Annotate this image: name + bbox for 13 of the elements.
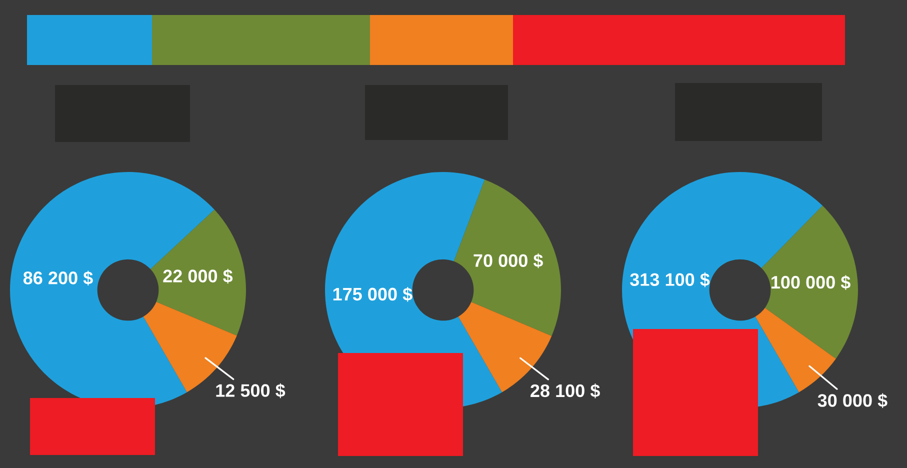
data-label: 86 200 $ xyxy=(23,270,93,286)
donut-slice xyxy=(761,206,858,359)
data-label: 12 500 $ xyxy=(216,383,286,398)
data-label: 70 000 $ xyxy=(474,253,543,268)
data-label: 313 100 $ xyxy=(630,272,710,288)
data-label: 22 000 $ xyxy=(163,268,233,284)
data-label: 30 000 $ xyxy=(818,393,888,408)
donut-slice xyxy=(755,308,836,392)
data-label: 100 000 $ xyxy=(772,275,850,290)
data-label: 175 000 $ xyxy=(333,287,412,302)
donut-slice xyxy=(150,210,246,336)
data-label: 28 100 $ xyxy=(530,384,600,398)
donut-slice xyxy=(454,180,561,336)
